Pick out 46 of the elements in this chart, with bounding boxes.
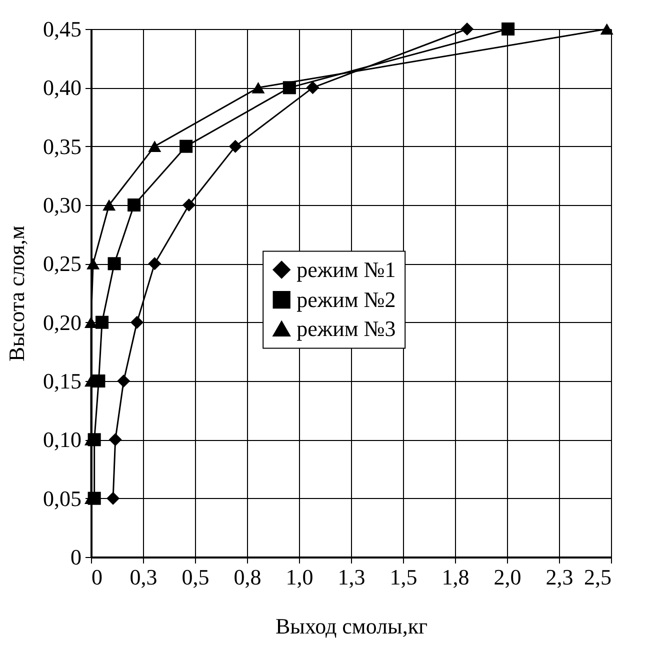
point bbox=[102, 199, 116, 211]
x-tick-label: 2,0 bbox=[494, 564, 522, 590]
point bbox=[96, 316, 109, 329]
point bbox=[306, 81, 320, 94]
point bbox=[180, 140, 193, 153]
point bbox=[108, 433, 122, 446]
legend-label: режим №3 bbox=[296, 316, 396, 341]
point bbox=[502, 22, 515, 36]
x-tick-label: 2,3 bbox=[546, 564, 574, 590]
legend-label: режим №2 bbox=[296, 286, 396, 312]
point bbox=[148, 140, 162, 152]
y-tick-label: 0,15 bbox=[43, 368, 82, 394]
y-tick-label: 0,20 bbox=[43, 310, 82, 335]
y-tick-label: 0,45 bbox=[43, 16, 82, 42]
x-tick-label: 1,0 bbox=[286, 564, 314, 590]
point bbox=[130, 316, 144, 329]
y-tick-label: 0,25 bbox=[43, 251, 82, 276]
x-tick-label: 0,3 bbox=[130, 564, 158, 590]
x-tick-label: 1,3 bbox=[338, 564, 366, 590]
y-tick-label: 0,30 bbox=[43, 192, 82, 218]
y-tick-label: 0,40 bbox=[43, 75, 82, 100]
x-axis-title: Выход смолы,кг bbox=[275, 614, 428, 638]
point bbox=[282, 81, 296, 94]
x-tick-label: 0,5 bbox=[182, 564, 210, 590]
x-tick-label: 2,5 bbox=[584, 564, 612, 590]
point bbox=[86, 258, 100, 270]
point bbox=[460, 22, 474, 36]
x-tick-label: 1,5 bbox=[390, 564, 418, 590]
x-tick-label: 0 bbox=[92, 564, 102, 590]
y-tick-label: 0,05 bbox=[43, 486, 82, 511]
x-tick-label: 1,8 bbox=[442, 564, 470, 590]
y-tick-label: 0,10 bbox=[43, 427, 82, 452]
point bbox=[600, 23, 614, 35]
point bbox=[182, 198, 196, 212]
point bbox=[128, 198, 141, 212]
legend-label: режим №1 bbox=[296, 256, 396, 282]
point bbox=[228, 140, 242, 153]
point bbox=[108, 257, 121, 270]
y-tick-label: 0 bbox=[70, 544, 82, 570]
y-tick-label: 0,35 bbox=[43, 134, 82, 159]
y-axis-title: Высота слоя,м bbox=[4, 225, 29, 362]
point bbox=[117, 374, 130, 388]
point bbox=[148, 257, 162, 270]
point bbox=[252, 82, 265, 94]
x-tick-label: 0,8 bbox=[234, 564, 262, 590]
point bbox=[106, 492, 120, 505]
